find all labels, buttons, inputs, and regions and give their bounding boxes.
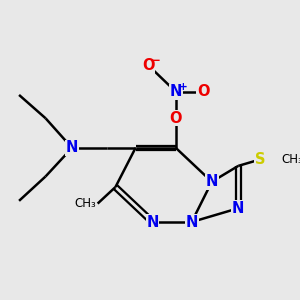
Text: N: N <box>169 84 182 99</box>
Text: CH₃: CH₃ <box>281 153 300 166</box>
Text: N: N <box>66 140 78 155</box>
Text: S: S <box>255 152 265 167</box>
Text: O: O <box>142 58 155 73</box>
Text: O: O <box>197 84 210 99</box>
Text: −: − <box>150 54 160 67</box>
Text: N: N <box>185 214 198 230</box>
Text: N: N <box>232 201 244 216</box>
Text: O: O <box>169 111 182 126</box>
Text: CH₃: CH₃ <box>75 197 96 210</box>
Text: +: + <box>178 82 187 92</box>
Text: N: N <box>206 174 218 189</box>
Text: N: N <box>146 214 159 230</box>
